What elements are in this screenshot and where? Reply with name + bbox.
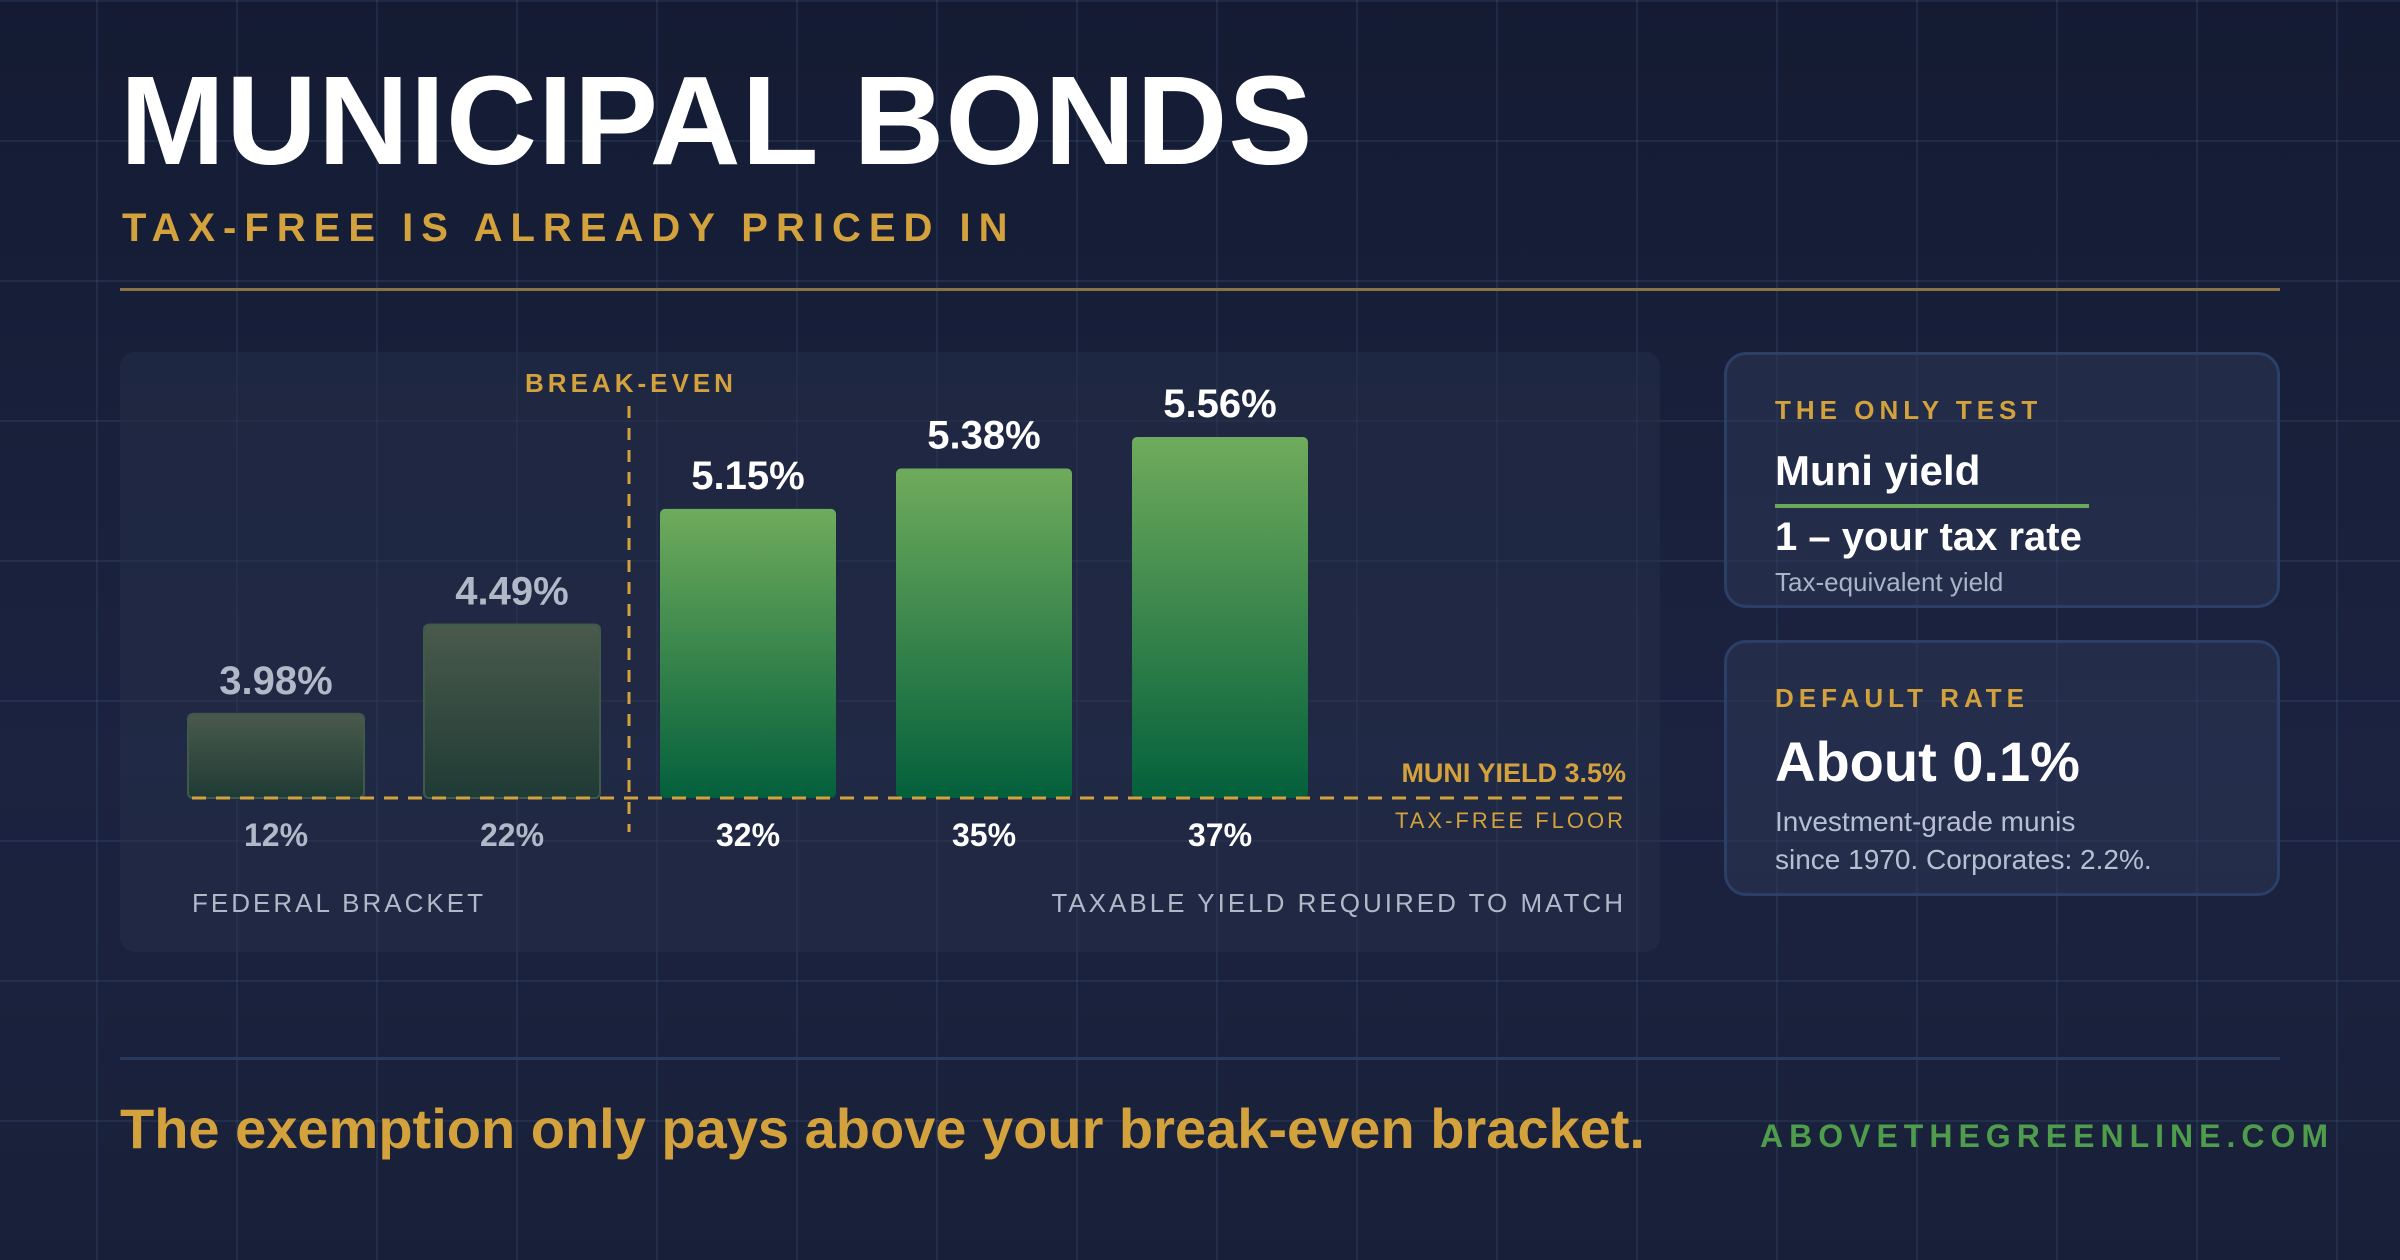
formula-note: Tax-equivalent yield: [1775, 567, 2004, 597]
bar-chart: 3.98% 12% 4.49% 22% 5.15% 32% 5.38% 35% 5.56% 37%…: [187, 368, 1626, 918]
formula-denominator: 1 – your tax rate: [1775, 515, 2082, 559]
bar-35pct: [896, 468, 1072, 798]
footer-divider: [120, 1057, 2280, 1060]
only-test-card: THE ONLY TEST Muni yield 1 – your tax ra…: [1724, 352, 2280, 608]
bar-37pct: [1132, 437, 1308, 798]
page-subtitle: TAX-FREE IS ALREADY PRICED IN: [122, 206, 1016, 250]
muni-yield-label: MUNI YIELD 3.5%: [1401, 758, 1626, 788]
category-tick-label: 12%: [244, 817, 308, 853]
category-tick-label: 35%: [952, 817, 1016, 853]
tax-free-floor-label: TAX-FREE FLOOR: [1395, 808, 1626, 833]
bar-value-label: 4.49%: [455, 570, 568, 614]
default-rate-value: About 0.1%: [1775, 730, 2080, 793]
default-rate-desc-line2: since 1970. Corporates: 2.2%.: [1775, 844, 2152, 875]
footer-tagline: The exemption only pays above your break…: [120, 1097, 1645, 1160]
default-rate-desc-line1: Investment-grade munis: [1775, 806, 2076, 837]
chart-panel: 3.98% 12% 4.49% 22% 5.15% 32% 5.38% 35% 5.56% 37%…: [120, 352, 1660, 952]
bar-12pct: [187, 712, 365, 799]
only-test-label: THE ONLY TEST: [1775, 395, 2043, 425]
default-rate-card: DEFAULT RATE About 0.1% Investment-grade…: [1724, 640, 2280, 896]
footer-site-url: ABOVETHEGREENLINE.COM: [1760, 1118, 2335, 1154]
header-divider: [120, 288, 2280, 291]
y-axis-label: TAXABLE YIELD REQUIRED TO MATCH: [1051, 888, 1626, 918]
formula-numerator: Muni yield: [1775, 447, 1981, 494]
default-rate-description: Investment-grade munis since 1970. Corpo…: [1775, 803, 2255, 879]
page-title: MUNICIPAL BONDS: [120, 50, 1314, 191]
formula-divider: [1775, 504, 2089, 508]
default-rate-label: DEFAULT RATE: [1775, 683, 2030, 713]
bar-32pct: [660, 508, 836, 798]
break-even-label: BREAK-EVEN: [525, 368, 737, 398]
category-tick-label: 32%: [716, 817, 780, 853]
bar-value-label: 5.15%: [691, 454, 804, 498]
bar-value-label: 3.98%: [219, 659, 332, 703]
category-tick-label: 22%: [480, 817, 544, 853]
category-tick-label: 37%: [1188, 817, 1252, 853]
bar-value-label: 5.38%: [927, 414, 1040, 458]
x-axis-label: FEDERAL BRACKET: [192, 888, 486, 918]
bar-value-label: 5.56%: [1163, 382, 1276, 426]
bar-22pct: [423, 623, 601, 799]
